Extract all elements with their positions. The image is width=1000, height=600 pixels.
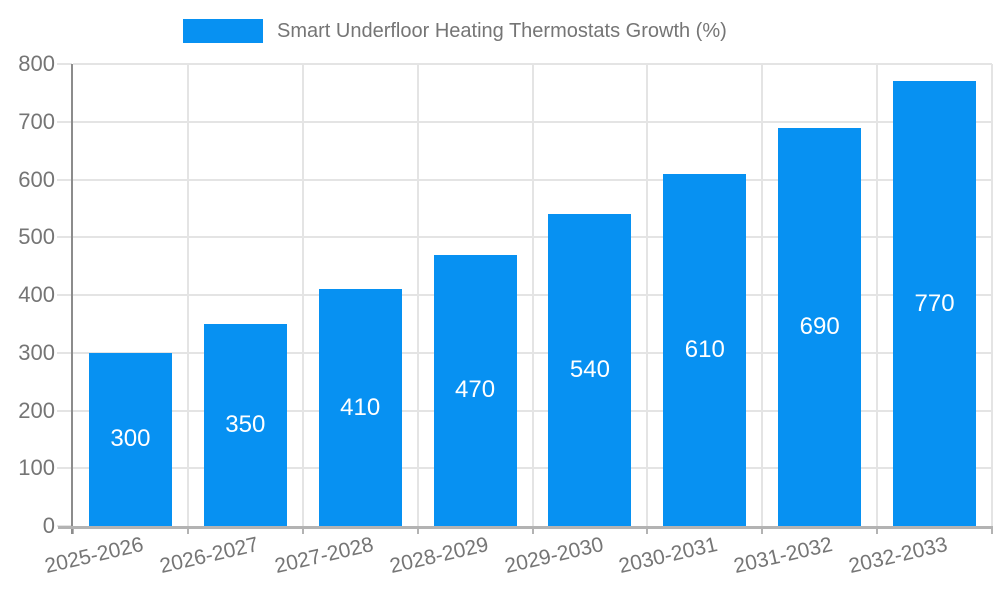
- chart-legend: Smart Underfloor Heating Thermostats Gro…: [183, 19, 727, 43]
- x-tick-label: 2026-2027: [157, 533, 261, 579]
- bar: 770: [893, 81, 977, 526]
- bar: 540: [548, 214, 632, 526]
- x-tick-mark: [646, 526, 649, 534]
- y-tick-mark: [57, 63, 72, 65]
- y-tick-label: 600: [18, 166, 55, 192]
- y-tick-mark: [57, 120, 72, 123]
- v-gridline: [876, 64, 879, 526]
- y-tick-label: 400: [18, 282, 55, 307]
- bar-value-label: 540: [569, 356, 610, 384]
- v-gridline: [646, 64, 649, 526]
- x-tick-mark: [991, 526, 993, 534]
- x-tick-mark: [186, 526, 189, 534]
- bar: 350: [203, 323, 287, 526]
- bar: 470: [433, 254, 517, 526]
- bar-value-label: 350: [225, 410, 266, 438]
- bar-value-label: 690: [799, 312, 840, 340]
- y-axis-line: [71, 64, 73, 534]
- y-tick-label: 700: [18, 108, 55, 134]
- bar: 690: [778, 127, 862, 526]
- x-tick-label: 2030-2031: [616, 533, 720, 579]
- x-tick-label: 2027-2028: [272, 533, 376, 579]
- v-gridline: [186, 64, 189, 526]
- x-tick-mark: [761, 526, 764, 534]
- y-tick-mark: [57, 236, 72, 239]
- y-tick-label: 0: [42, 513, 55, 538]
- bar-value-label: 300: [110, 425, 151, 453]
- x-tick-mark: [72, 526, 74, 534]
- x-tick-label: 2028-2029: [387, 533, 491, 579]
- v-gridline: [991, 64, 993, 526]
- x-axis-line: [58, 526, 992, 529]
- x-tick-label: 2029-2030: [502, 533, 606, 579]
- y-tick-mark: [57, 409, 72, 412]
- bar-value-label: 610: [684, 335, 725, 363]
- bar-value-label: 410: [340, 393, 381, 421]
- x-tick-mark: [416, 526, 419, 534]
- x-tick-label: 2025-2026: [42, 533, 146, 579]
- legend-label: Smart Underfloor Heating Thermostats Gro…: [277, 19, 727, 42]
- y-tick-mark: [57, 178, 72, 181]
- y-tick-label: 200: [18, 397, 55, 423]
- y-tick-mark: [57, 294, 72, 296]
- bar-value-label: 470: [455, 376, 496, 404]
- v-gridline: [416, 64, 419, 526]
- y-tick-label: 500: [18, 224, 55, 250]
- v-gridline: [301, 64, 304, 526]
- x-tick-mark: [301, 526, 304, 534]
- y-tick-label: 300: [18, 339, 55, 365]
- legend-swatch: [183, 19, 263, 43]
- x-tick-label: 2031-2032: [731, 533, 835, 579]
- plot-area: 300 350 410 470 540 610 690 770: [57, 63, 993, 534]
- v-gridline: [531, 64, 534, 526]
- bar: 610: [663, 173, 747, 526]
- x-tick-mark: [531, 526, 534, 534]
- bar-value-label: 770: [914, 289, 955, 317]
- y-tick-label: 100: [18, 455, 55, 481]
- x-tick-label: 2032-2033: [846, 533, 950, 579]
- x-tick-mark: [876, 526, 879, 534]
- y-tick-mark: [57, 351, 72, 354]
- y-tick-label: 800: [18, 51, 55, 76]
- y-tick-mark: [57, 467, 72, 470]
- v-gridline: [761, 64, 764, 526]
- bar: 410: [318, 289, 402, 526]
- bar: 300: [88, 352, 172, 526]
